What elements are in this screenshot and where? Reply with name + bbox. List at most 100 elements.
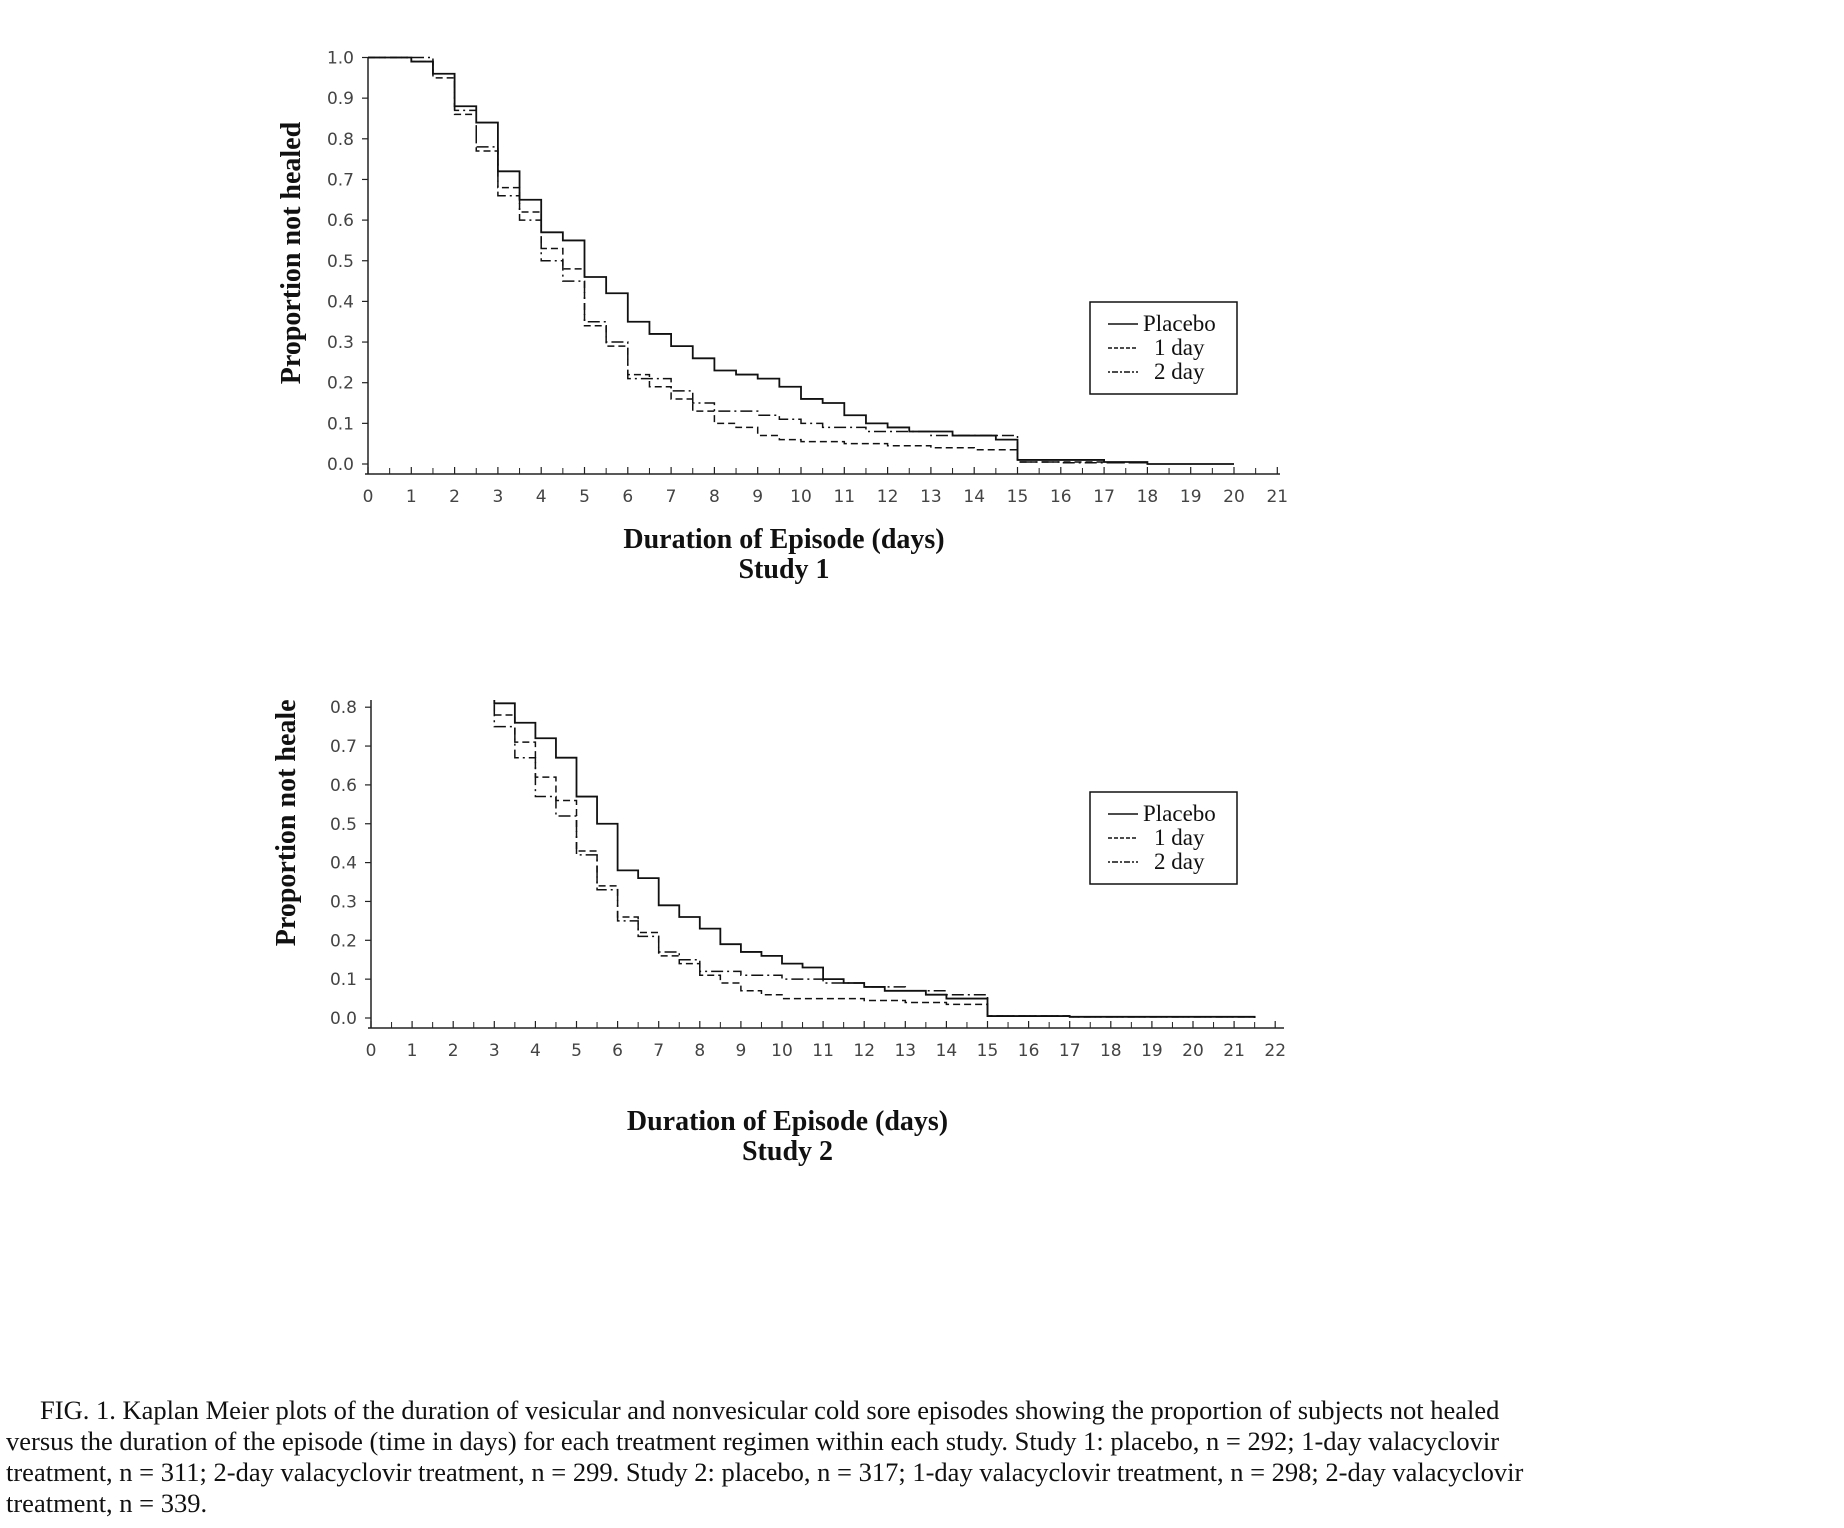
x-tick-label: 9 [735,1041,746,1061]
chart-series [368,56,1234,465]
x-tick-label: 4 [536,487,547,507]
y-tick-label: 1.0 [327,49,354,69]
x-tick-label: 14 [963,487,985,507]
x-tick-label: 8 [709,487,720,507]
x-tick-label: 11 [812,1041,834,1061]
legend-label: 2 day [1154,359,1205,384]
x-tick-label: 2 [449,487,460,507]
x-tick-label: 7 [653,1041,664,1061]
x-axis-title: Duration of Episode (days) [627,1106,948,1137]
x-tick-label: 15 [1007,487,1029,507]
caption-line: versus the duration of the episode (time… [6,1426,1500,1456]
y-tick-label: 0.7 [330,737,357,757]
x-tick-label: 18 [1137,487,1159,507]
y-axis-title: Proportion not healed [276,121,307,384]
legend-label: Placebo [1143,311,1216,336]
x-tick-label: 6 [612,1041,623,1061]
x-tick-label: 17 [1093,487,1115,507]
km-chart-study-1: 0.0 0.1 0.2 0.3 0.4 0.5 0.6 0.7 0.8 0.9 1.0 0 1 2 3 4 5 6… [0,0,1844,700]
y-tick-label: 0.8 [327,130,354,150]
y-tick-label: 0.5 [330,815,357,835]
x-tick-label: 16 [1050,487,1072,507]
legend-label: 1 day [1154,825,1205,850]
x-tick-label: 7 [666,487,677,507]
x-tick-label: 13 [894,1041,916,1061]
series-line-dotdash [493,700,1256,1018]
x-tick-label: 5 [579,487,590,507]
y-tick-label: 0.4 [330,854,357,874]
chart-svg-study-1: 0.00.10.20.30.40.50.60.70.80.91.00 1 2 3 4 5 6… [276,49,1288,586]
x-tick-label: 3 [489,1041,500,1061]
x-tick-label: 0 [366,1041,377,1061]
x-tick-label: 8 [694,1041,705,1061]
chart-titles: Duration of Episode (days)Study 1 Proport… [276,121,945,585]
chart-axes: 0.00.10.20.30.40.50.60.70.80.91.00123456… [330,700,1286,1061]
x-tick-label: 4 [530,1041,541,1061]
x-tick-label: 21 [1266,487,1288,507]
y-tick-label: 0.0 [327,455,354,475]
x-tick-label: 17 [1059,1041,1081,1061]
legend-label: Placebo [1143,801,1216,826]
caption-line: treatment, n = 311; 2-day valacyclovir t… [6,1457,1524,1487]
figure-caption: FIG. 1. Kaplan Meier plots of the durati… [6,1395,1838,1519]
y-tick-label: 0.0 [330,1009,357,1029]
x-tick-label: 0 [363,487,374,507]
series-line-solid [493,700,1256,1018]
x-tick-label: 12 [853,1041,875,1061]
y-tick-label: 0.6 [327,211,354,231]
x-tick-label: 5 [571,1041,582,1061]
x-tick-label: 1 [407,1041,418,1061]
x-tick-label: 2 [448,1041,459,1061]
y-tick-label: 0.3 [330,892,357,912]
y-tick-label: 0.9 [327,89,354,109]
chart-titles: Duration of Episode (days)Study 2 Proport… [271,700,948,1167]
x-tick-label: 13 [920,487,942,507]
x-tick-label: 15 [977,1041,999,1061]
y-tick-label: 0.2 [330,931,357,951]
series-line-dotdash [368,56,1149,464]
y-tick-label: 0.4 [327,292,354,312]
y-tick-label: 0.2 [327,374,354,394]
x-tick-label: 3 [492,487,503,507]
x-tick-label: 19 [1141,1041,1163,1061]
y-axis-title: Proportion not healed [271,700,302,946]
y-tick-label: 0.7 [327,170,354,190]
series-line-dashed [368,56,1149,464]
x-tick-label: 22 [1264,1041,1286,1061]
y-tick-label: 0.1 [327,414,354,434]
x-tick-label: 18 [1100,1041,1122,1061]
km-chart-study-2: 0.00.10.20.30.40.50.60.70.80.91.00123456… [0,700,1844,1400]
x-tick-label: 20 [1223,487,1245,507]
y-tick-label: 0.1 [330,970,357,990]
x-tick-label: 12 [877,487,899,507]
x-tick-label: 1 [406,487,417,507]
x-tick-label: 20 [1182,1041,1204,1061]
x-tick-label: 10 [771,1041,793,1061]
y-tick-label: 0.5 [327,252,354,272]
legend-label: 1 day [1154,335,1205,360]
y-tick-label: 0.3 [327,333,354,353]
chart-series [493,700,1256,1018]
x-tick-label: 21 [1223,1041,1245,1061]
x-tick-label: 19 [1180,487,1202,507]
chart-title: Study 2 [742,1136,833,1167]
x-tick-label: 16 [1018,1041,1040,1061]
series-line-solid [368,56,1234,465]
x-tick-label: 6 [622,487,633,507]
x-tick-label: 9 [752,487,763,507]
caption-line: treatment, n = 339. [6,1488,208,1518]
legend-label: 2 day [1154,849,1205,874]
series-line-dashed [493,700,1256,1018]
caption-line: FIG. 1. Kaplan Meier plots of the durati… [40,1395,1500,1425]
x-tick-label: 14 [936,1041,958,1061]
chart-title: Study 1 [738,554,829,585]
chart-svg-study-2: 0.00.10.20.30.40.50.60.70.80.91.00123456… [271,700,1286,1167]
y-tick-label: 0.8 [330,700,357,718]
x-tick-label: 10 [790,487,812,507]
y-tick-label: 0.6 [330,776,357,796]
x-tick-label: 11 [833,487,855,507]
x-axis-title: Duration of Episode (days) [623,524,944,555]
